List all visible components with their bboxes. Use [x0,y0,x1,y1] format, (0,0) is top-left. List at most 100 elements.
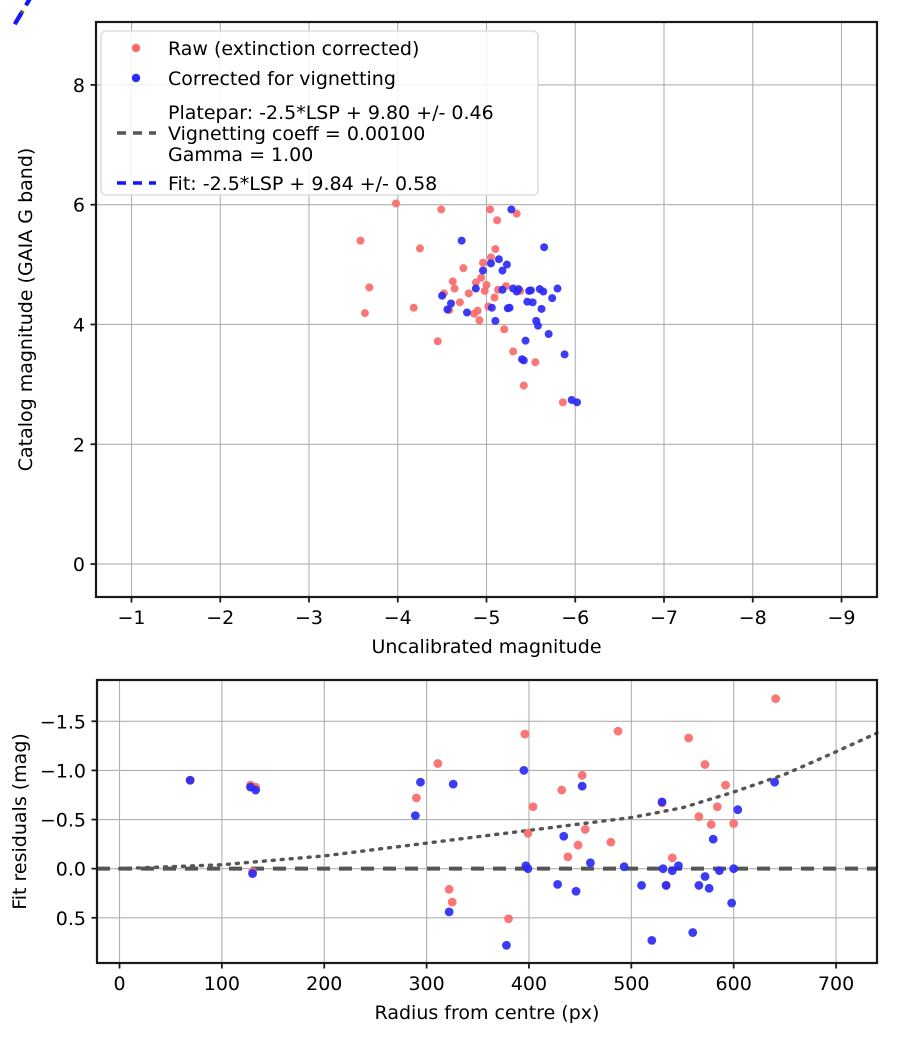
data-point-corrected [471,284,480,293]
data-point-corrected [727,898,737,908]
data-point-corrected [185,775,195,785]
x-tick-label: −4 [384,607,412,629]
data-point-corrected [533,321,542,330]
data-point-corrected [661,880,671,890]
legend-raw-marker-icon [131,43,141,53]
x-tick-label: −8 [739,607,767,629]
data-point-corrected [491,316,500,325]
data-point-raw [459,264,468,273]
data-point-corrected [251,785,261,795]
data-point-raw [437,205,446,214]
data-point-raw [448,277,457,286]
data-point-corrected [498,266,507,275]
data-point-raw [504,914,513,924]
data-point-corrected [619,862,629,872]
data-point-corrected [647,935,657,945]
legend[interactable]: Raw (extinction corrected) Corrected for… [100,30,539,196]
bottom-axes-frame [95,678,879,965]
data-point-raw [684,733,694,743]
data-point-raw [558,398,567,407]
data-point-raw [447,897,457,907]
data-point-corrected [560,350,569,359]
data-point-raw [520,729,530,739]
data-point-corrected [694,880,704,890]
x-tick-label: −5 [472,607,500,629]
data-point-corrected [658,864,668,874]
data-point-corrected [704,883,714,893]
x-tick-label: −7 [650,607,678,629]
bottom-x-tick-labels: 0 100 200 300 400 500 600 700 [113,973,854,995]
data-point-corrected [714,866,724,876]
data-point-corrected [770,777,780,787]
data-point-corrected [523,864,533,874]
data-point-corrected [708,834,718,844]
data-point-corrected [448,779,458,789]
data-point-corrected [688,928,698,937]
data-point-raw [613,726,623,736]
data-point-corrected [416,777,425,787]
data-point-corrected [494,255,503,264]
data-point-raw [712,802,722,812]
y-tick-label: 6 [73,195,85,217]
data-point-corrected [667,866,677,876]
legend-corrected-label: Corrected for vignetting [168,68,396,90]
data-point-corrected [478,266,487,275]
data-point-raw [580,824,590,834]
legend-raw-label: Raw (extinction corrected) [168,38,419,60]
data-point-raw [473,306,482,315]
bottom-y-axis-title: Fit residuals (mag) [9,733,31,910]
data-point-raw [706,820,716,829]
top-tick-marks [90,83,843,603]
data-point-corrected [674,861,683,871]
data-point-corrected [733,805,743,815]
data-point-corrected [573,398,582,407]
data-point-corrected [528,298,537,307]
bottom-y-tick-labels: 0.5 0.0 −0.5 −1.0 −1.5 [40,711,86,930]
y-tick-label: −1.0 [40,760,86,782]
y-tick-label: 8 [73,75,85,97]
data-point-raw [486,205,495,214]
data-point-raw [391,199,400,208]
x-tick-label: 400 [511,973,547,995]
x-tick-label: −9 [827,607,855,629]
legend-platepar-line2: Vignetting coeff = 0.00100 [168,123,425,145]
data-point-corrected [571,886,581,896]
legend-corrected-marker-icon [131,73,141,83]
data-point-raw [415,244,424,253]
data-point-corrected [657,797,667,807]
data-point-raw [509,347,518,356]
data-point-corrected [540,243,549,252]
bottom-x-axis-title: Radius from centre (px) [375,1002,600,1024]
data-point-corrected [486,259,495,268]
y-tick-label: −1.5 [40,711,86,733]
bottom-corrected-points [185,766,780,950]
data-point-corrected [503,304,512,313]
data-point-raw [433,759,443,768]
y-tick-label: 0 [73,554,85,576]
data-point-raw [464,289,473,298]
data-point-corrected [526,286,535,295]
vignetting-curve [117,731,879,871]
data-point-raw [493,216,502,225]
data-point-corrected [548,294,557,303]
data-point-corrected [559,831,569,841]
data-point-corrected [519,766,529,775]
data-point-corrected [457,236,466,245]
y-tick-label: 2 [73,434,85,456]
legend-platepar-line1: Platepar: -2.5*LSP + 9.80 +/- 0.46 [168,102,494,124]
data-point-corrected [443,305,452,314]
x-tick-label: 100 [204,973,240,995]
x-tick-label: −3 [295,607,323,629]
data-point-raw [482,280,491,289]
data-point-corrected [447,299,455,308]
data-point-corrected [502,940,511,950]
data-point-corrected [539,287,548,296]
data-point-raw [450,284,459,293]
data-point-raw [365,283,374,292]
legend-box [100,30,539,196]
x-tick-label: −6 [561,607,589,629]
data-point-raw [490,293,499,302]
x-tick-label: 0 [113,973,125,995]
